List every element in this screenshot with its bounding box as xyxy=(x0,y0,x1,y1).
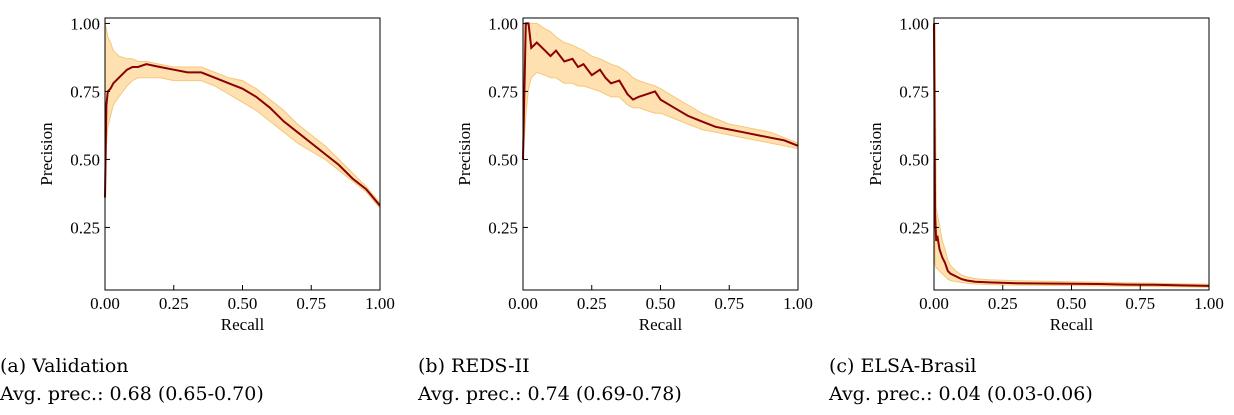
pr-curve-line xyxy=(522,22,799,160)
chart-panel-elsa-brasil: 0.00 0.25 0.50 0.75 1.00 0.25 0.50 0.75 1.00 Reca… xyxy=(829,0,1229,415)
x-tick-label: 0.75 xyxy=(296,294,326,313)
x-tick-label: 0.25 xyxy=(988,294,1018,313)
pr-curve-validation: 0.00 0.25 0.50 0.75 1.00 0.25 0.50 0.75 1.00 Reca… xyxy=(37,14,395,334)
x-tick-label: 0.00 xyxy=(919,294,949,313)
y-tick-label: 1.00 xyxy=(899,14,929,33)
y-tick-label: 0.50 xyxy=(70,150,100,169)
x-tick-label: 0.75 xyxy=(714,294,744,313)
pr-curve-reds-ii: 0.00 0.25 0.50 0.75 1.00 0.25 0.50 0.75 1.00 Reca… xyxy=(455,14,813,334)
y-tick-label: 0.25 xyxy=(70,218,100,237)
confidence-band xyxy=(933,22,1210,288)
x-tick-label: 0.25 xyxy=(159,294,189,313)
y-tick-label: 0.25 xyxy=(488,218,518,237)
y-axis-label: Precision xyxy=(866,122,885,186)
x-tick-label: 0.50 xyxy=(646,294,676,313)
y-tick-label: 1.00 xyxy=(70,14,100,33)
x-tick-label: 0.00 xyxy=(90,294,120,313)
x-tick-label: 1.00 xyxy=(365,294,395,313)
caption-avg-prec: Avg. prec.: 0.68 (0.65-0.70) xyxy=(0,383,264,405)
confidence-band xyxy=(522,22,799,160)
x-axis-label: Recall xyxy=(1050,315,1094,334)
x-tick-label: 0.50 xyxy=(228,294,258,313)
y-axis-label: Precision xyxy=(455,122,474,186)
plot-frame xyxy=(104,17,381,291)
caption-elsa-brasil: (c) ELSA-Brasil Avg. prec.: 0.04 (0.03-0… xyxy=(829,352,1093,408)
caption-avg-prec: Avg. prec.: 0.04 (0.03-0.06) xyxy=(829,383,1093,405)
x-tick-label: 0.75 xyxy=(1125,294,1155,313)
chart-panel-reds-ii: 0.00 0.25 0.50 0.75 1.00 0.25 0.50 0.75 1.00 Reca… xyxy=(418,0,818,415)
y-tick-label: 0.50 xyxy=(488,150,518,169)
x-tick-label: 1.00 xyxy=(1194,294,1224,313)
y-tick-label: 0.75 xyxy=(488,82,518,101)
caption-avg-prec: Avg. prec.: 0.74 (0.69-0.78) xyxy=(418,383,682,405)
x-axis-label: Recall xyxy=(221,315,265,334)
caption-title: (a) Validation xyxy=(0,355,129,377)
chart-panel-validation: 0.00 0.25 0.50 0.75 1.00 0.25 0.50 0.75 1.00 Reca… xyxy=(0,0,400,415)
x-tick-label: 0.00 xyxy=(508,294,538,313)
y-tick-label: 0.75 xyxy=(70,82,100,101)
y-tick-label: 0.75 xyxy=(899,82,929,101)
y-tick-label: 0.25 xyxy=(899,218,929,237)
x-axis-label: Recall xyxy=(639,315,683,334)
caption-title: (b) REDS-II xyxy=(418,355,530,377)
confidence-band xyxy=(104,23,381,210)
caption-title: (c) ELSA-Brasil xyxy=(829,355,977,377)
pr-curve-line xyxy=(933,23,1210,287)
caption-reds-ii: (b) REDS-II Avg. prec.: 0.74 (0.69-0.78) xyxy=(418,352,682,408)
plot-frame xyxy=(933,17,1210,291)
pr-curve-line xyxy=(104,63,381,207)
caption-validation: (a) Validation Avg. prec.: 0.68 (0.65-0.… xyxy=(0,352,264,408)
pr-curve-elsa-brasil: 0.00 0.25 0.50 0.75 1.00 0.25 0.50 0.75 1.00 Reca… xyxy=(866,14,1224,334)
y-tick-label: 1.00 xyxy=(488,14,518,33)
x-tick-label: 1.00 xyxy=(783,294,813,313)
y-axis-label: Precision xyxy=(37,122,56,186)
y-tick-label: 0.50 xyxy=(899,150,929,169)
x-tick-label: 0.50 xyxy=(1057,294,1087,313)
x-tick-label: 0.25 xyxy=(577,294,607,313)
